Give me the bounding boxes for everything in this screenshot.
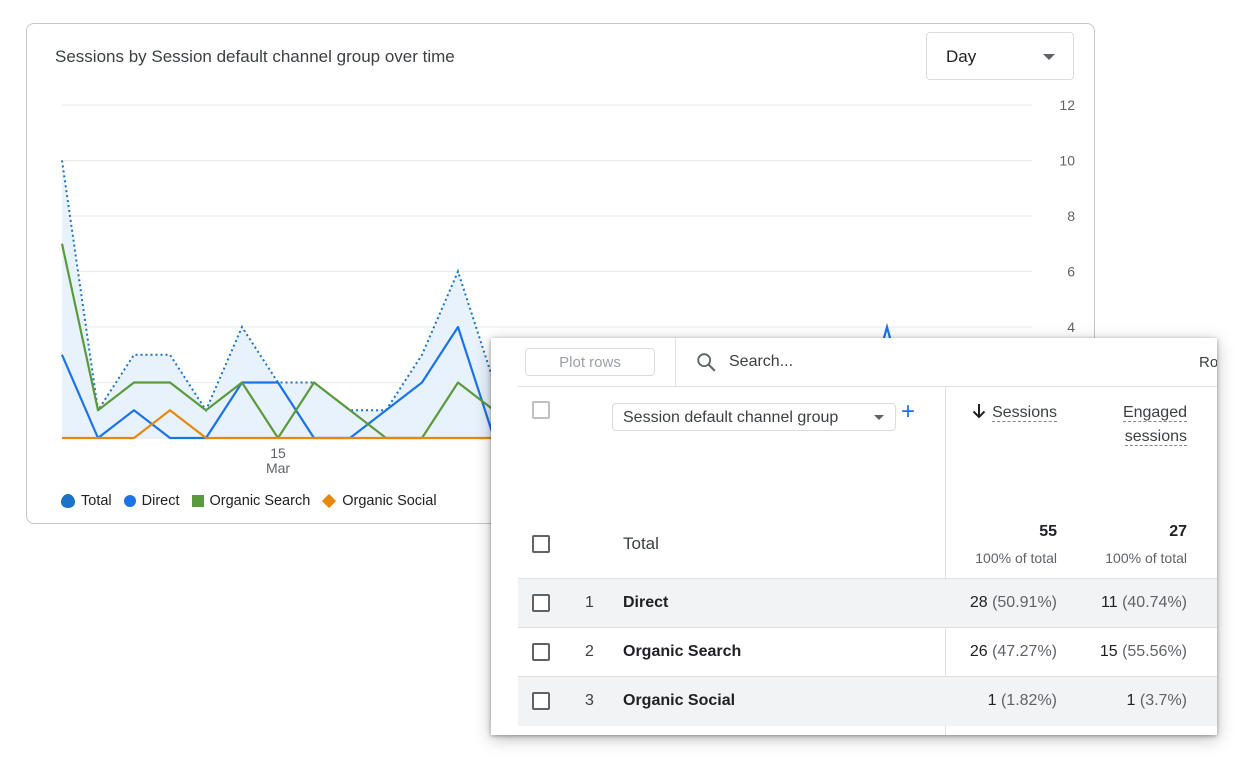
search-input[interactable] <box>729 350 1029 374</box>
toolbar-divider <box>675 338 676 386</box>
y-tick-label: 8 <box>1067 208 1075 224</box>
total-engaged-subtext: 100% of total <box>1105 550 1187 566</box>
plot-rows-button[interactable]: Plot rows <box>525 348 655 376</box>
table-row[interactable]: 3 Organic Social 1 (1.82%) 1 (3.7%) <box>518 676 1217 726</box>
y-tick-label: 6 <box>1067 264 1075 280</box>
table-row[interactable]: 1 Direct 28 (50.91%) 11 (40.74%) <box>518 578 1217 628</box>
square-icon <box>191 495 204 507</box>
engaged-sessions-column-header[interactable]: Engaged sessions <box>1122 401 1187 449</box>
row-sessions-value: 1 <box>987 692 997 709</box>
legend-label: Direct <box>141 493 180 509</box>
circle-icon <box>123 495 136 507</box>
row-engaged-pct: (40.74%) <box>1122 594 1187 611</box>
table-row[interactable]: 2 Organic Search 26 (47.27%) 15 (55.56%) <box>518 627 1217 677</box>
row-engaged: 15 (55.56%) <box>1100 643 1187 661</box>
legend-item-organic-search[interactable]: Organic Search <box>191 493 311 509</box>
row-engaged-pct: (3.7%) <box>1139 692 1187 709</box>
legend-label: Organic Search <box>209 493 311 509</box>
row-index: 1 <box>585 594 594 611</box>
row-channel-name: Organic Social <box>623 692 736 709</box>
row-engaged: 11 (40.74%) <box>1101 594 1187 612</box>
x-tick-label: Mar <box>266 460 290 476</box>
legend-label: Organic Social <box>342 493 437 509</box>
arrow-down-icon <box>972 403 986 427</box>
column-divider <box>945 386 946 735</box>
engaged-header-line1: Engaged <box>1122 404 1187 422</box>
y-tick-label: 10 <box>1059 153 1075 169</box>
series-area-total <box>62 160 494 438</box>
row-engaged-value: 15 <box>1099 643 1118 660</box>
row-checkbox[interactable] <box>532 594 550 612</box>
series-line-total <box>61 160 495 414</box>
granularity-value: Day <box>946 47 977 66</box>
row-index: 3 <box>585 692 594 709</box>
row-channel-name: Organic Search <box>623 643 742 660</box>
y-tick-label: 4 <box>1067 319 1075 335</box>
series-line-organic-social <box>62 409 494 440</box>
legend-label: Total <box>81 493 112 509</box>
search-icon <box>695 351 717 378</box>
row-sessions-pct: (47.27%) <box>992 643 1057 660</box>
total-sessions-subtext: 100% of total <box>975 550 1057 566</box>
legend-item-direct[interactable]: Direct <box>123 493 180 509</box>
row-engaged-value: 11 <box>1101 594 1118 611</box>
engaged-header-line2: sessions <box>1124 428 1187 446</box>
row-engaged: 1 (3.7%) <box>1127 692 1187 710</box>
row-engaged-pct: (55.56%) <box>1122 643 1187 660</box>
row-sessions: 1 (1.82%) <box>988 692 1057 710</box>
chart-legend: Total Direct Organic Search Organic Soci… <box>61 493 449 509</box>
legend-item-organic-social[interactable]: Organic Social <box>322 493 437 509</box>
sessions-column-header[interactable]: Sessions <box>972 401 1057 427</box>
sessions-header-label: Sessions <box>992 404 1057 422</box>
total-label: Total <box>623 534 659 553</box>
rows-per-page-label[interactable]: Rows <box>1199 354 1217 371</box>
row-sessions: 28 (50.91%) <box>970 594 1057 612</box>
chevron-down-icon <box>1043 54 1055 60</box>
total-marker-icon <box>61 494 75 508</box>
row-checkbox[interactable] <box>532 692 550 710</box>
row-sessions-pct: (1.82%) <box>1000 692 1057 709</box>
chart-title: Sessions by Session default channel grou… <box>55 47 455 66</box>
total-engaged-value: 27 <box>1169 523 1187 540</box>
data-table-card: Plot rows Rows Session default channel g… <box>491 338 1217 735</box>
row-sessions-pct: (50.91%) <box>992 594 1057 611</box>
y-tick-label: 12 <box>1059 97 1075 113</box>
header-select-all-checkbox[interactable] <box>532 401 550 419</box>
row-sessions-value: 28 <box>969 594 988 611</box>
series-line-direct <box>60 325 496 440</box>
row-channel-name: Direct <box>623 594 669 611</box>
dimension-value: Session default channel group <box>623 409 839 426</box>
diamond-icon <box>322 493 337 509</box>
total-row-checkbox[interactable] <box>532 535 550 553</box>
row-sessions: 26 (47.27%) <box>970 643 1057 661</box>
total-sessions-value: 55 <box>1039 523 1057 540</box>
row-sessions-value: 26 <box>969 643 988 660</box>
table-toolbar: Plot rows Rows <box>518 338 1217 387</box>
chevron-down-icon <box>874 415 884 420</box>
row-engaged-value: 1 <box>1126 692 1136 709</box>
legend-item-total[interactable]: Total <box>61 493 112 509</box>
dimension-dropdown[interactable]: Session default channel group <box>612 403 896 431</box>
row-index: 2 <box>585 643 594 660</box>
granularity-dropdown[interactable]: Day <box>926 32 1074 80</box>
add-dimension-button[interactable]: + <box>901 398 916 425</box>
row-checkbox[interactable] <box>532 643 550 661</box>
x-tick-label: 15 <box>270 445 286 461</box>
